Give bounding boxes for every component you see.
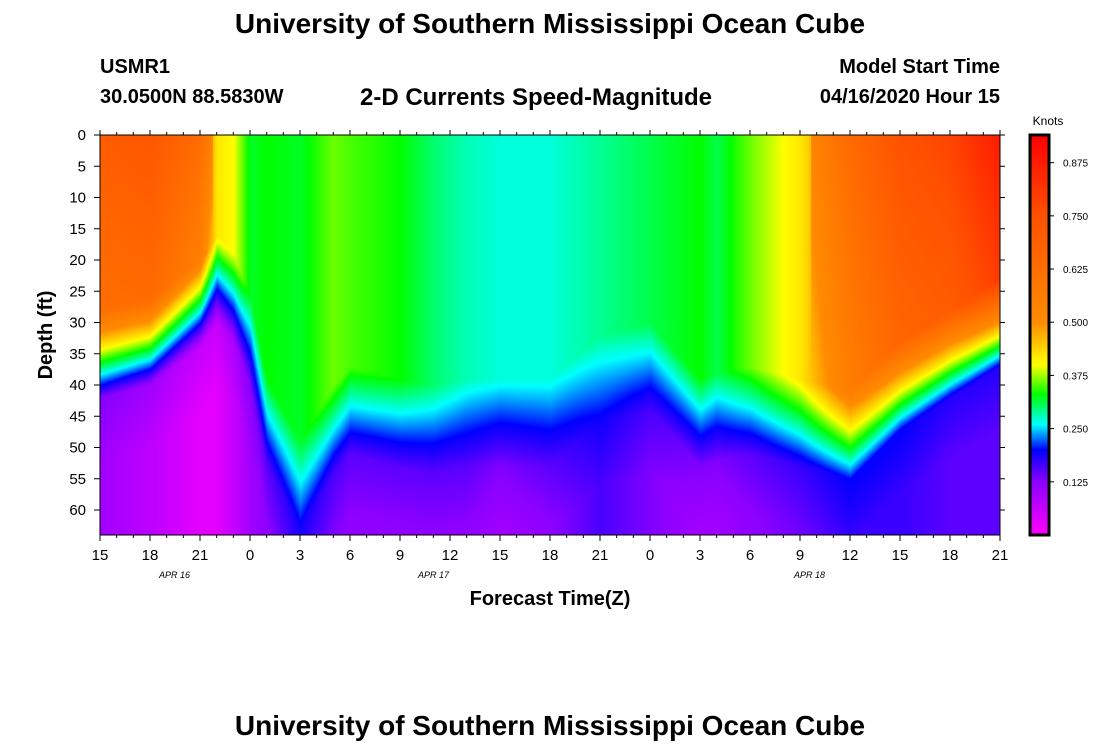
x-tick-label: 6 [746, 547, 754, 564]
y-axis-label: Depth (ft) [35, 291, 57, 380]
x-tick-label: 6 [346, 547, 354, 564]
x-tick-label: 18 [142, 547, 159, 564]
plot-title: 2-D Currents Speed-Magnitude [360, 84, 713, 111]
colorbar-tick-label: 0.750 [1063, 212, 1088, 223]
x-tick-label: 12 [442, 547, 459, 564]
colorbar-tick-label: 0.250 [1063, 425, 1088, 436]
y-tick-label: 30 [69, 315, 86, 332]
y-tick-label: 45 [69, 408, 86, 425]
y-tick-label: 0 [78, 127, 86, 144]
y-tick-label: 20 [69, 252, 86, 269]
heatmap-area [100, 135, 1000, 535]
station-id: USMR1 [100, 56, 171, 78]
station-coordinates: 30.0500N 88.5830W [100, 86, 284, 108]
x-tick-label: 0 [246, 547, 254, 564]
x-tick-label: 15 [892, 547, 909, 564]
x-tick-label: 18 [942, 547, 959, 564]
colorbar-tick-label: 0.625 [1063, 265, 1088, 276]
colorbar-tick-label: 0.875 [1063, 159, 1088, 170]
x-tick-label: 15 [92, 547, 109, 564]
x-tick-label: 9 [396, 547, 404, 564]
colorbar [1028, 133, 1051, 537]
colorbar-tick-label: 0.500 [1063, 318, 1088, 329]
colorbar-label: Knots [1033, 114, 1064, 128]
y-tick-label: 10 [69, 190, 86, 207]
y-tick-label: 40 [69, 377, 86, 394]
y-tick-label: 5 [78, 158, 86, 175]
y-tick-label: 50 [69, 440, 86, 457]
date-label: APR 18 [793, 570, 825, 580]
colorbar-tick-label: 0.125 [1063, 478, 1088, 489]
x-tick-label: 3 [696, 547, 704, 564]
x-tick-label: 9 [796, 547, 804, 564]
date-label: APR 17 [417, 570, 450, 580]
y-tick-label: 35 [69, 346, 86, 363]
date-label: APR 16 [158, 570, 190, 580]
x-tick-label: 21 [992, 547, 1009, 564]
x-axis-label: Forecast Time(Z) [470, 588, 631, 610]
x-tick-label: 21 [192, 547, 209, 564]
x-tick-label: 12 [842, 547, 859, 564]
y-tick-label: 60 [69, 502, 86, 519]
x-tick-label: 3 [296, 547, 304, 564]
x-tick-label: 18 [542, 547, 559, 564]
footer-title: University of Southern Mississippi Ocean… [234, 710, 866, 741]
model-start-label: Model Start Time [839, 56, 1000, 78]
x-tick-label: 0 [646, 547, 654, 564]
x-tick-label: 15 [492, 547, 509, 564]
colorbar-tick-label: 0.375 [1063, 371, 1088, 382]
page-title: University of Southern Mississippi Ocean… [234, 8, 866, 39]
x-tick-label: 21 [592, 547, 609, 564]
model-start-value: 04/16/2020 Hour 15 [819, 86, 1000, 108]
y-tick-label: 55 [69, 471, 86, 488]
y-tick-label: 25 [69, 283, 86, 300]
y-tick-label: 15 [69, 221, 86, 238]
